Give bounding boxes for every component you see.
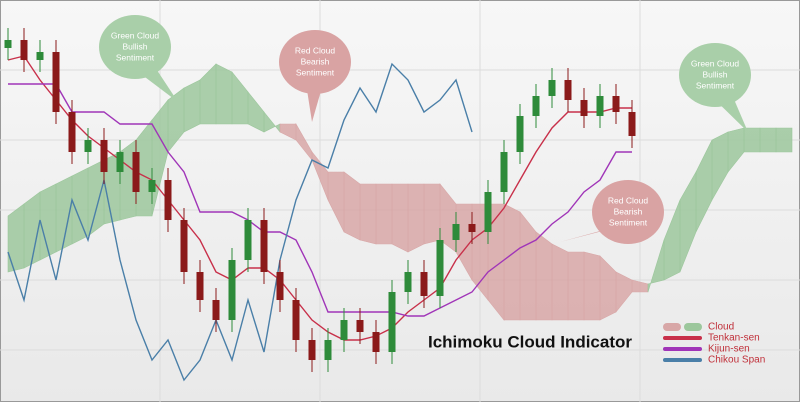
legend-label: Cloud bbox=[708, 322, 734, 333]
candle-body bbox=[516, 116, 524, 152]
candle-body bbox=[468, 224, 476, 232]
candle-body bbox=[580, 100, 588, 116]
legend-swatch bbox=[684, 323, 702, 331]
cloud-segment bbox=[215, 63, 233, 125]
cloud-segment bbox=[551, 243, 569, 321]
candle-body bbox=[164, 180, 172, 220]
callout-text: Sentiment bbox=[609, 217, 648, 227]
candle-body bbox=[420, 272, 428, 296]
candle-body bbox=[612, 96, 620, 112]
candle-body bbox=[52, 52, 60, 112]
cloud-segment bbox=[567, 251, 585, 321]
legend-swatch bbox=[663, 323, 681, 331]
candle-body bbox=[116, 152, 124, 172]
lines bbox=[7, 55, 632, 382]
candle-body bbox=[500, 152, 508, 192]
callout-text: Bullish bbox=[122, 41, 147, 51]
cloud-segment bbox=[775, 127, 793, 153]
legend-label: Chikou Span bbox=[708, 355, 765, 366]
legend-swatch bbox=[663, 336, 702, 340]
cloud-segment bbox=[759, 127, 777, 153]
cloud-segment bbox=[343, 171, 361, 241]
cloud-segment bbox=[359, 183, 377, 245]
candle-body bbox=[388, 292, 396, 352]
candle-body bbox=[324, 340, 332, 360]
candle-body bbox=[84, 140, 92, 152]
candle-body bbox=[340, 320, 348, 340]
cloud bbox=[7, 63, 793, 321]
cloud-segment bbox=[503, 203, 521, 321]
callout-text: Sentiment bbox=[696, 80, 735, 90]
callout-text: Bearish bbox=[614, 206, 643, 216]
cloud-segment bbox=[7, 203, 25, 273]
candle-body bbox=[148, 180, 156, 192]
indicator-line bbox=[7, 62, 473, 382]
candle-body bbox=[532, 96, 540, 116]
callout-text: Red Cloud bbox=[295, 45, 335, 55]
candle-body bbox=[548, 80, 556, 96]
candle-body bbox=[372, 332, 380, 352]
indicator-line bbox=[8, 83, 632, 317]
candle-body bbox=[596, 96, 604, 116]
candle-body bbox=[564, 80, 572, 100]
candle-body bbox=[212, 300, 220, 320]
candle-body bbox=[628, 112, 636, 136]
candle-body bbox=[356, 320, 364, 332]
callout-text: Green Cloud bbox=[691, 58, 739, 68]
cloud-segment bbox=[391, 183, 409, 253]
candle-body bbox=[196, 272, 204, 300]
legend-label: Kijun-sen bbox=[708, 344, 750, 355]
candle-body bbox=[36, 52, 44, 60]
candle-body bbox=[436, 240, 444, 296]
chart-title: Ichimoku Cloud Indicator bbox=[428, 332, 632, 351]
candle-body bbox=[308, 340, 316, 360]
callout-bubble bbox=[679, 43, 751, 107]
callout-text: Bearish bbox=[301, 56, 330, 66]
candle-body bbox=[68, 112, 76, 152]
candle-body bbox=[404, 272, 412, 292]
callout-text: Sentiment bbox=[296, 67, 335, 77]
candle-body bbox=[452, 224, 460, 240]
candle-body bbox=[100, 140, 108, 172]
candle-body bbox=[484, 192, 492, 232]
candle-body bbox=[228, 260, 236, 320]
cloud-segment bbox=[423, 183, 441, 245]
cloud-segment bbox=[375, 183, 393, 245]
cloud-segment bbox=[407, 183, 425, 253]
candle-body bbox=[20, 40, 28, 60]
indicator-line bbox=[7, 55, 632, 341]
candle-body bbox=[260, 220, 268, 272]
callout-text: Bullish bbox=[702, 69, 727, 79]
candle-body bbox=[180, 220, 188, 272]
cloud-segment bbox=[583, 251, 601, 321]
cloud-segment bbox=[743, 127, 761, 153]
candle-body bbox=[292, 300, 300, 340]
callout-text: Sentiment bbox=[116, 52, 155, 62]
callout-text: Green Cloud bbox=[111, 30, 159, 40]
candle-body bbox=[244, 220, 252, 260]
callout-text: Red Cloud bbox=[608, 195, 648, 205]
legend-label: Tenkan-sen bbox=[708, 333, 760, 344]
cloud-segment bbox=[535, 231, 553, 321]
candle-body bbox=[4, 40, 12, 48]
cloud-segment bbox=[183, 79, 201, 133]
callout-bubble bbox=[592, 180, 664, 244]
callout-bubble bbox=[99, 15, 171, 79]
legend-swatch bbox=[663, 358, 702, 362]
candle-body bbox=[276, 272, 284, 300]
candle-body bbox=[132, 152, 140, 192]
legend-swatch bbox=[663, 347, 702, 351]
candles bbox=[4, 28, 636, 372]
callout-bubble bbox=[279, 30, 351, 94]
